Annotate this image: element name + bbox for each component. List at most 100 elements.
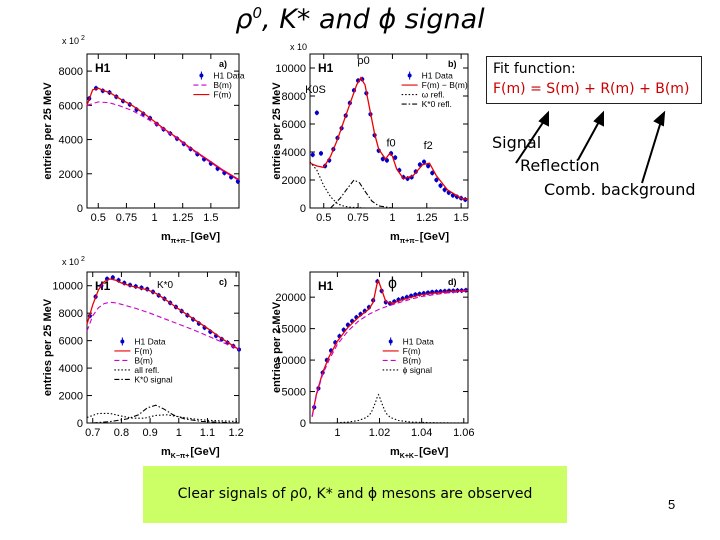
x-axis-label-sub: K−π+ (171, 453, 190, 460)
data-point (434, 177, 439, 183)
y-tick-label: 15000 (275, 324, 306, 336)
y-tick-label: 10000 (275, 355, 306, 367)
data-point (438, 183, 443, 188)
axis-multiplier: x 10 2 (62, 256, 85, 267)
y-tick-label: 0 (300, 203, 306, 215)
conclusion-box: Clear signals of ρ0, K* and ϕ mesons are… (143, 466, 567, 523)
title-rest: , K* and ϕ signal (262, 4, 485, 35)
arrow-background (641, 117, 663, 184)
x-axis-label-m: m (390, 446, 400, 458)
axis-multiplier: x 10 (290, 42, 307, 52)
axis-multiplier-exp: 2 (81, 35, 85, 42)
x-axis-label-sub: π+π− (171, 238, 190, 245)
axis-multiplier-base: x 10 (62, 36, 79, 46)
x-tick-label: 1.25 (416, 212, 437, 224)
x-tick-label: 0.5 (91, 212, 106, 224)
legend-entry: H1 Data (213, 71, 244, 81)
x-tick-label: 0.9 (142, 427, 157, 439)
y-tick-label: 2000 (59, 169, 83, 181)
arrow-reflection (577, 117, 602, 161)
y-tick-label: 5000 (282, 387, 306, 399)
panel-label: c) (219, 277, 227, 287)
term-signal: Signal (492, 133, 542, 152)
legend-entry: B(m) (134, 355, 153, 365)
y-tick-label: 0 (77, 203, 83, 215)
legend-entry: F(m) − B(m) (422, 80, 468, 90)
series-line (309, 76, 469, 201)
data-point (426, 163, 431, 169)
axis-multiplier-exp: 2 (81, 256, 85, 263)
annotation-arrows (515, 110, 666, 184)
experiment-label: H1 (95, 61, 111, 75)
arrow-signal (515, 117, 547, 164)
legend-marker-dot (407, 73, 412, 78)
y-axis-label: entries per 25 MeV (42, 298, 54, 396)
slide-title: ρ0, K* and ϕ signal (0, 4, 720, 35)
panel-label: a) (219, 59, 227, 69)
data-point (110, 275, 115, 280)
data-point (442, 187, 447, 192)
legend-entry: F(m) (213, 90, 231, 100)
y-tick-label: 4000 (59, 363, 83, 375)
legend-entry: H1 Data (422, 71, 453, 81)
term-background: Comb. background (544, 180, 696, 199)
x-tick-label: 1.06 (453, 427, 474, 439)
chart-d: 1 1.02 1.04 1.06 0 5000 10000 15000 20000entries… (271, 271, 474, 460)
y-axis-label: entries per 2 MeV (271, 301, 283, 393)
y-tick-label: 8000 (59, 66, 83, 78)
x-tick-label: 1.04 (411, 427, 432, 439)
data-point (314, 110, 319, 115)
series-dashed (86, 101, 240, 182)
panel-label: d) (448, 277, 457, 287)
x-axis-label-unit: [GeV] (419, 446, 449, 458)
series-dashdot (92, 404, 240, 424)
y-tick-label: 6000 (282, 119, 306, 131)
title-rho: ρ (235, 4, 253, 35)
legend-entry: K*0 signal (134, 374, 172, 384)
legend-marker-dot (120, 339, 125, 344)
y-axis-label: entries per 25 MeV (42, 82, 54, 180)
series-dotted (86, 412, 240, 423)
series-dashed (311, 290, 469, 417)
legend-entry: all refl. (134, 365, 159, 375)
x-tick-label: 1.2 (228, 427, 243, 439)
plot-frame (86, 271, 240, 424)
series-dashdot (330, 179, 393, 209)
series-line (86, 278, 240, 351)
series-line (86, 87, 240, 181)
x-tick-label: 1 (151, 212, 157, 224)
x-tick-label: 0.75 (347, 212, 368, 224)
x-tick-label: 1.5 (453, 212, 468, 224)
peak-annotation: f0 (386, 137, 395, 149)
y-tick-label: 10000 (275, 63, 306, 75)
x-axis-label: mπ+π−[GeV] (161, 231, 220, 245)
data-point (310, 152, 315, 157)
y-tick-label: 6000 (59, 100, 83, 112)
x-axis-label: mK+K−[GeV] (390, 446, 449, 460)
arrow-reflection-head (593, 110, 604, 127)
y-tick-label: 4000 (59, 135, 83, 147)
data-point (430, 170, 435, 176)
fit-function-box: Fit function: F(m) = S(m) + R(m) + B(m) (486, 56, 702, 104)
x-tick-label: 1 (334, 427, 340, 439)
fit-function-label: Fit function: (493, 61, 576, 77)
legend-entry: F(m) (134, 346, 152, 356)
title-rho-superscript: 0 (252, 4, 263, 22)
x-axis-label-unit: [GeV] (190, 446, 220, 458)
axis-multiplier-base: x 10 (62, 257, 79, 267)
x-axis-label-m: m (161, 231, 171, 243)
peak-label: ϕ (388, 275, 397, 292)
term-reflection: Reflection (520, 156, 600, 175)
arrow-background-head (653, 110, 666, 127)
y-tick-label: 8000 (282, 91, 306, 103)
axis-multiplier-base: x 10 (290, 42, 307, 52)
data-point (235, 179, 240, 184)
peak-annotation: f2 (424, 140, 433, 152)
legend-entry: ϕ signal (403, 365, 432, 375)
experiment-label: H1 (318, 279, 334, 293)
x-axis-label: mπ+π−[GeV] (390, 231, 449, 245)
peak-annotation: K0S (305, 84, 326, 96)
data-point (421, 159, 427, 164)
x-axis-label-m: m (390, 231, 400, 243)
x-tick-label: 1 (389, 212, 395, 224)
